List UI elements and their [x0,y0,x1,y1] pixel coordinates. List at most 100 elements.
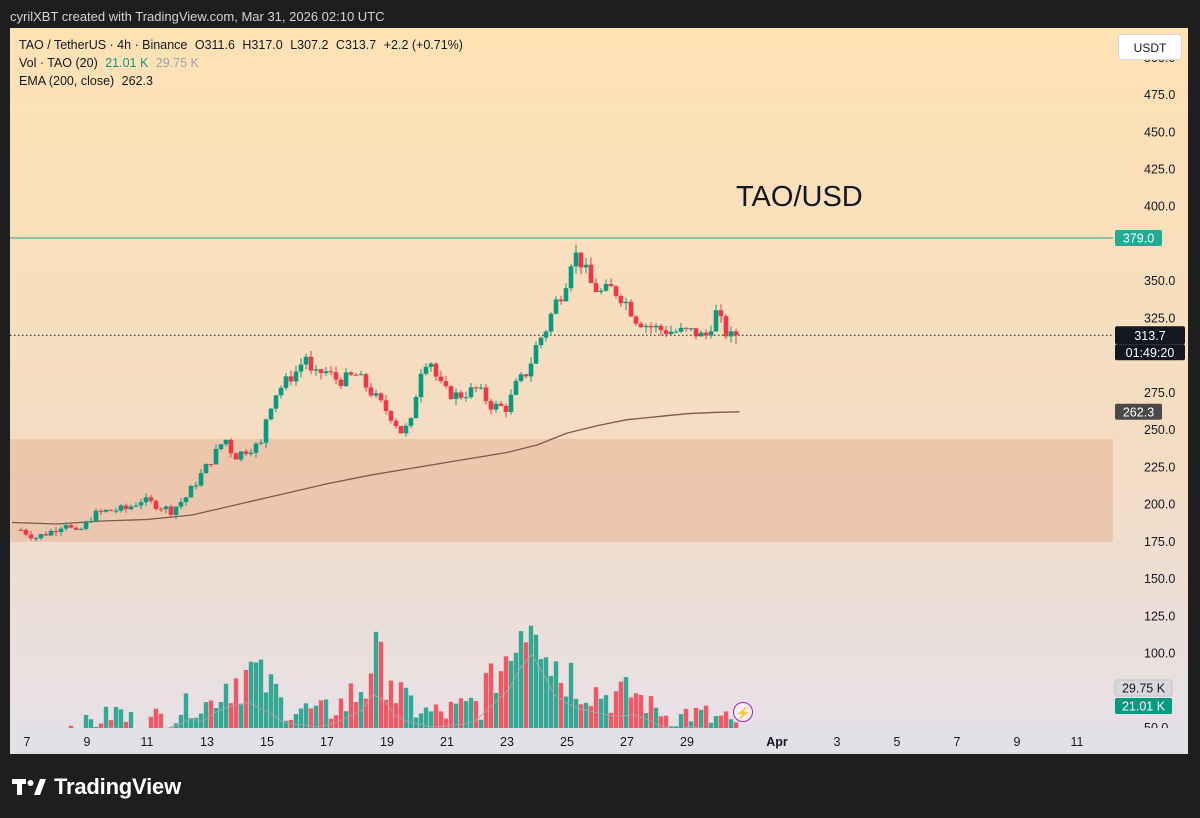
volume-bar [253,662,259,748]
candle-body [88,521,94,523]
candle-body [153,500,159,509]
candle-body [193,485,199,487]
candle-body [523,374,529,377]
candle-body [298,364,304,372]
candle-body [383,400,389,412]
time-tick-label: 9 [84,735,91,749]
volume-bar [503,656,509,748]
candle-body [128,506,134,510]
volume-bar [473,701,479,748]
volume-bar [528,625,534,748]
countdown-tag [1115,344,1185,361]
volume-bar [238,703,244,748]
candle-body [558,299,564,302]
candle-body [408,418,414,426]
candle-body [503,405,509,412]
candle-body [143,497,149,503]
candle-body [98,510,104,512]
price-tick-label: 325.0 [1144,311,1175,325]
volume-bar [523,642,529,748]
candle-body [58,528,64,533]
volume-bar [468,697,474,748]
candle-body [463,397,469,399]
candle-body [248,452,254,454]
candle-body [423,366,429,374]
candle-body [393,420,399,427]
candle-body [103,509,109,512]
chart-area[interactable]: 500.0475.0450.0425.0400.0350.0325.0275.0… [10,28,1188,754]
tradingview-logo-icon [12,779,46,795]
symbol-label[interactable]: TAO / TetherUS · 4h · Binance [19,38,188,52]
candle-body [443,381,449,387]
candle-body [363,374,369,388]
volume-bar [423,707,429,748]
candle-body [228,439,234,454]
candle-body [568,266,574,289]
volume-bar [628,697,634,748]
candle-body [48,530,54,536]
candle-body [113,510,119,512]
volume-bar [543,657,549,748]
candle-body [68,525,74,528]
volume-bar [228,703,234,748]
volume-bar [208,700,214,748]
price-tick-label: 250.0 [1144,423,1175,437]
chart-title: TAO/USD [736,181,863,213]
volume-bar [263,692,269,748]
volume-bar [338,698,344,748]
ema-value: 262.3 [121,74,153,88]
candle-body [713,310,719,332]
volume-bar [113,706,119,748]
candle-body [218,444,224,449]
volume-bar [318,700,324,748]
volume-bar [368,673,374,748]
candle-body [588,264,594,284]
candle-body [458,392,464,398]
volume-bar [203,702,209,748]
candle-body [663,330,669,335]
candle-body [63,525,69,529]
volume-bar [278,697,284,748]
candle-body [353,374,359,376]
candle-body [253,443,259,453]
candle-body [318,369,324,374]
candle-body [178,502,184,507]
price-tick-label: 400.0 [1144,200,1175,214]
tradingview-logo[interactable]: TradingView [12,774,181,800]
candle-body [243,451,249,454]
time-tick-label: 25 [560,735,574,749]
candle-body [313,369,319,371]
lightning-icon[interactable]: ⚡ [733,702,753,722]
volume-bar [703,705,709,748]
volume-bar [453,703,459,748]
time-tick-label: 11 [1071,735,1084,749]
volume-bar [378,641,384,748]
volume-bar [563,696,569,748]
candle-body [478,387,484,389]
volume-bar [383,699,389,748]
candle-body [133,505,139,507]
close-value: C313.7 [335,38,377,52]
candle-body [268,408,274,420]
candle-body [448,386,454,399]
currency-button[interactable]: USDT [1118,34,1182,60]
time-axis[interactable] [10,728,1113,754]
candle-body [28,534,34,539]
volume-bar [593,687,599,748]
price-tick-label: 475.0 [1144,88,1175,102]
ema-label[interactable]: EMA (200, close) [19,74,115,88]
volume-price-tag [1115,698,1172,714]
volume-bar [388,680,394,748]
volume-bar [548,675,554,748]
candle-body [83,522,89,530]
candle-body [673,331,679,333]
price-chart[interactable]: 500.0475.0450.0425.0400.0350.0325.0275.0… [10,28,1188,754]
volume-bar [243,670,249,748]
candle-body [653,325,659,328]
last-price-tag [1115,326,1185,345]
last-price-label: 313.7 [1134,329,1165,343]
candle-body [688,328,694,330]
volume-label[interactable]: Vol · TAO (20) [19,56,98,70]
candle-body [168,506,174,515]
candle-body [608,283,614,287]
